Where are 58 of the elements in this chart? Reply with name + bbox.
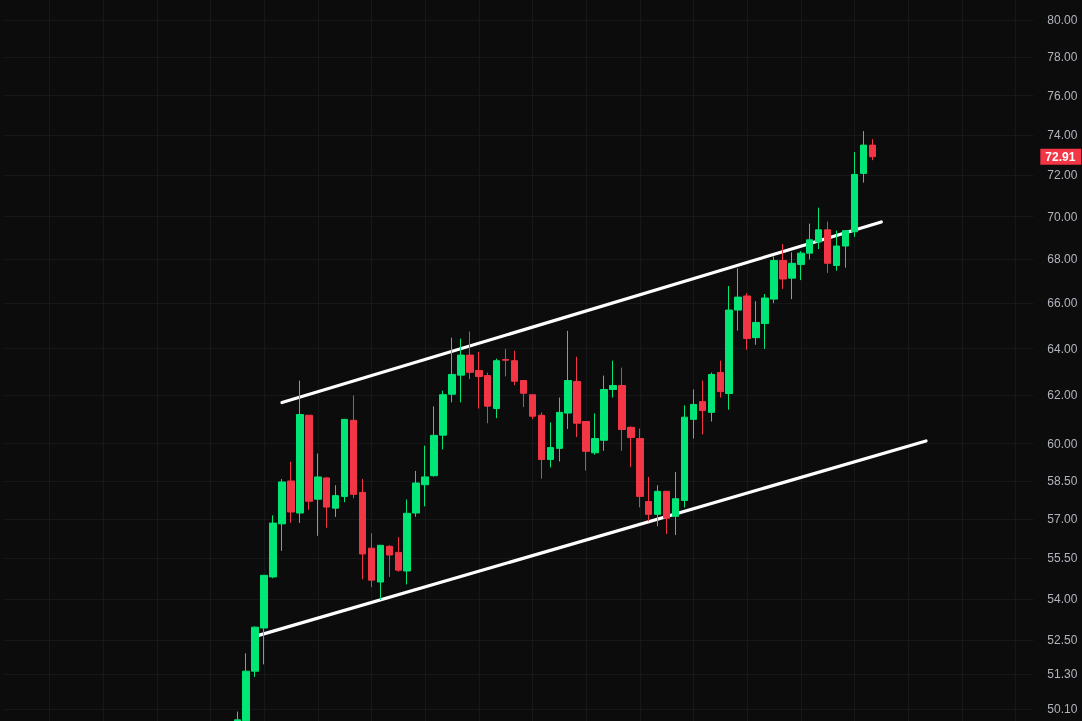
candlestick [538,411,545,480]
y-tick-label: 78.00 [1047,50,1078,65]
candlestick [323,476,330,529]
candlestick [824,221,831,274]
y-tick-label: 68.00 [1047,252,1078,267]
candlestick [860,130,867,184]
candlestick [645,476,652,522]
y-tick-label: 72.00 [1047,168,1078,183]
candlestick [717,360,724,399]
y-tick-label: 76.00 [1047,88,1078,103]
candlestick [332,484,339,518]
candlestick [359,478,366,580]
y-tick-label: 51.30 [1047,667,1078,682]
candlestick [636,428,644,508]
candlestick [690,388,697,440]
candlestick [377,544,384,601]
y-tick-label: 74.00 [1047,127,1078,142]
text: 72.91 [1045,149,1076,164]
candlestick [815,207,822,250]
candlestick [314,453,322,537]
candlestick [842,230,849,269]
candlestick [654,484,661,527]
candlestick [529,394,536,420]
candlestick [672,471,679,536]
candlestick [502,348,509,377]
candlestick [663,490,670,535]
candlestick [511,350,518,386]
candlestick [305,414,313,511]
candlestick [699,380,706,435]
candlestick [287,461,295,524]
candlestick [395,536,402,573]
y-tick-label: 60.00 [1047,436,1078,451]
y-tick-label: 50.10 [1047,702,1078,717]
candlestick [368,532,375,588]
y-tick-label: 55.50 [1047,551,1078,566]
candlestick [869,138,876,161]
y-tick-label: 57.00 [1047,512,1078,527]
y-tick-label: 62.00 [1047,388,1078,403]
y-tick-label: 54.00 [1047,591,1078,606]
candlestick [547,421,554,468]
y-tick-label: 64.00 [1047,341,1078,356]
candlestick [493,358,500,419]
candlestick [851,151,858,238]
candlestick [350,394,357,499]
candlestick [341,418,348,503]
y-tick-label: 58.50 [1047,473,1078,488]
candlestick [743,292,751,351]
y-tick-label: 70.00 [1047,209,1078,224]
candlestick [296,380,304,524]
candlestick [779,243,787,290]
y-tick-label: 66.00 [1047,296,1078,311]
candlestick [386,544,393,578]
candlestick [708,372,715,423]
y-tick-label: 52.50 [1047,633,1078,648]
candlestick [681,404,688,508]
candlestick [833,230,840,272]
candlestick [520,380,527,408]
y-tick-label: 80.00 [1047,13,1078,28]
